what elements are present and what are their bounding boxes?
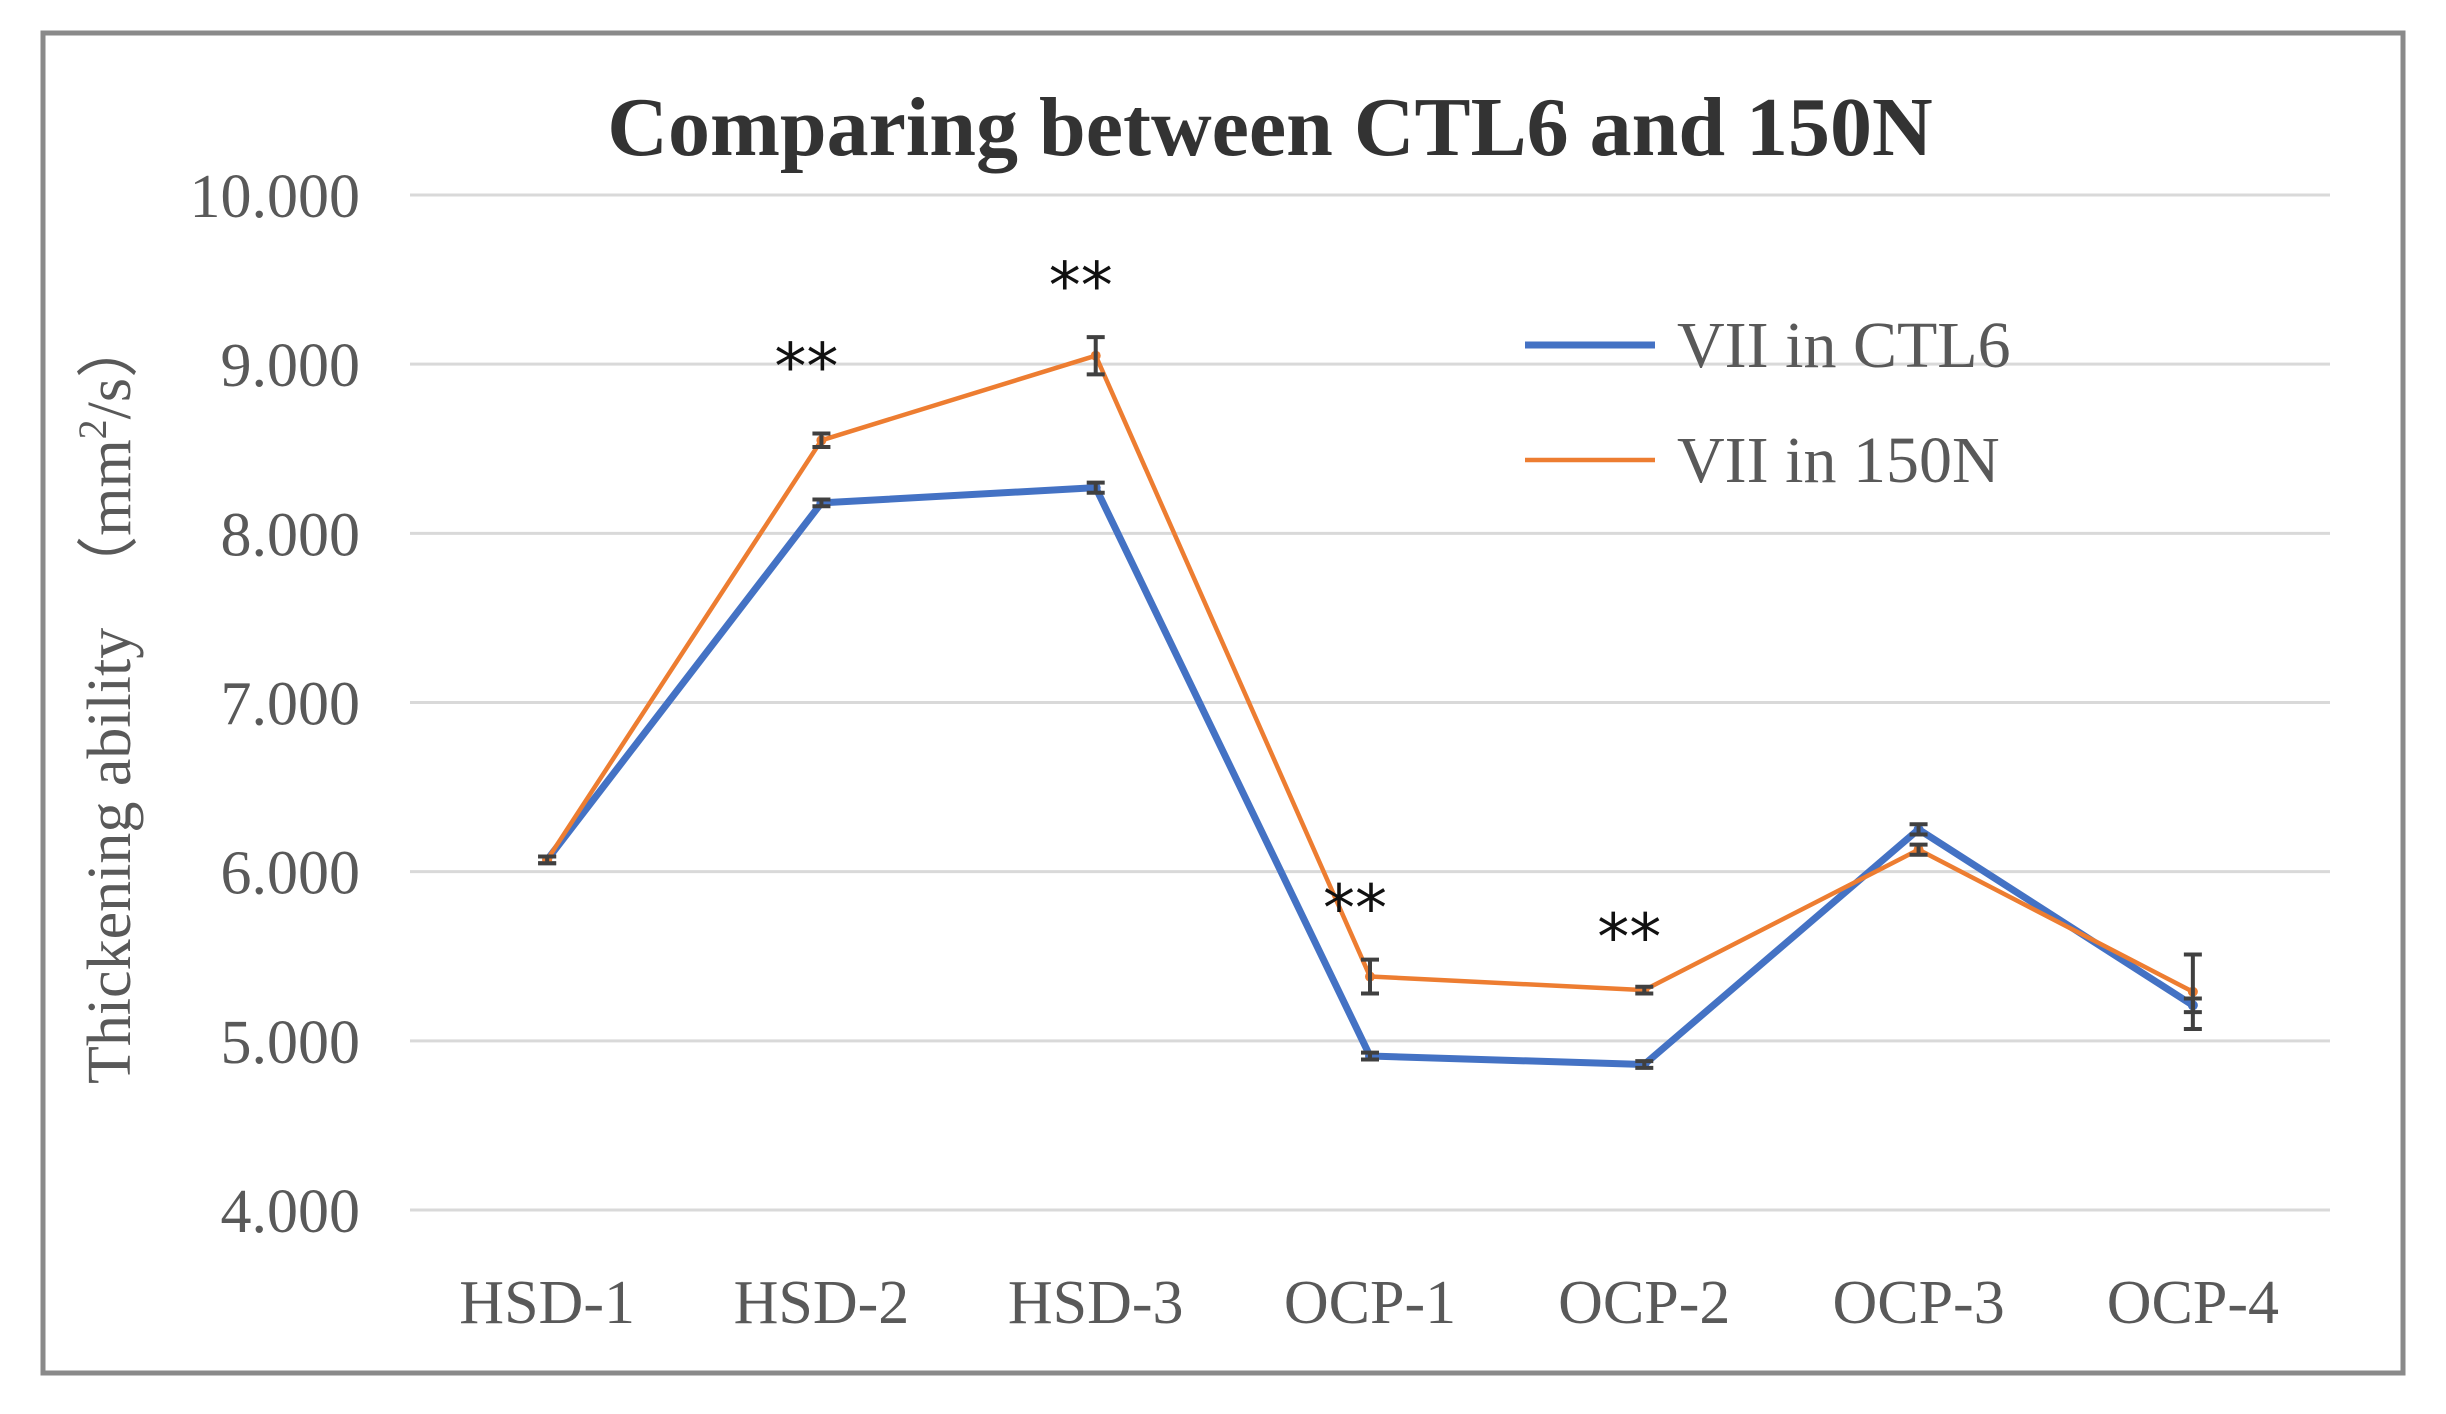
error-bar [1635, 1059, 1654, 1070]
x-tick-label: HSD-1 [459, 1269, 635, 1337]
error-bar [812, 431, 831, 450]
gridlines [410, 193, 2330, 1212]
significance-marker: ** [1323, 873, 1387, 947]
error-bar [1361, 957, 1379, 996]
series [538, 335, 2202, 1070]
x-tick-label: HSD-2 [734, 1269, 910, 1337]
y-axis-label-unit-open: （mm [76, 439, 144, 597]
y-tick-label: 4.000 [221, 1178, 361, 1246]
legend: VII in CTL6 VII in 150N [1525, 309, 2011, 497]
error-bar [1361, 1050, 1379, 1062]
error-bar [2183, 952, 2202, 1031]
chart-title: Comparing between CTL6 and 150N [607, 81, 1932, 174]
x-tick-label: OCP-3 [1832, 1269, 2004, 1337]
y-axis-label: Thickening ability （mm2/s） [70, 316, 144, 1084]
error-bar [1086, 480, 1105, 495]
significance-annotations: ** ** ** ** [774, 250, 1661, 975]
x-tick-label: OCP-2 [1558, 1269, 1730, 1337]
error-bar [1909, 822, 1928, 837]
y-tick-label: 10.000 [190, 163, 361, 231]
x-axis-ticks: HSD-1 HSD-2 HSD-3 OCP-1 OCP-2 OCP-3 OCP-4 [459, 1269, 2279, 1337]
error-bar [1086, 335, 1105, 377]
y-tick-label: 7.000 [221, 671, 361, 739]
error-bar [538, 854, 557, 866]
legend-label: VII in CTL6 [1677, 309, 2011, 382]
y-tick-label: 6.000 [221, 840, 361, 908]
y-tick-label: 5.000 [221, 1009, 361, 1077]
x-tick-label: OCP-1 [1284, 1269, 1456, 1337]
significance-marker: ** [774, 331, 838, 405]
y-tick-label: 9.000 [221, 332, 361, 400]
error-bar [1909, 842, 1928, 857]
y-axis-ticks: 4.000 5.000 6.000 7.000 8.000 9.000 10.000 [190, 163, 361, 1246]
y-axis-label-unit-close: /s） [76, 316, 144, 419]
significance-marker: ** [1049, 250, 1113, 324]
y-tick-label: 8.000 [221, 501, 361, 569]
error-bar [1635, 984, 1654, 996]
x-tick-label: HSD-3 [1008, 1269, 1184, 1337]
x-tick-label: OCP-4 [2107, 1269, 2279, 1337]
series-group [538, 335, 2202, 1031]
legend-label: VII in 150N [1677, 424, 2000, 497]
y-axis-label-main: Thickening ability [76, 628, 144, 1084]
error-bar [812, 497, 831, 509]
significance-marker: ** [1597, 901, 1661, 975]
y-axis-label-unit-sup: 2 [70, 419, 115, 439]
